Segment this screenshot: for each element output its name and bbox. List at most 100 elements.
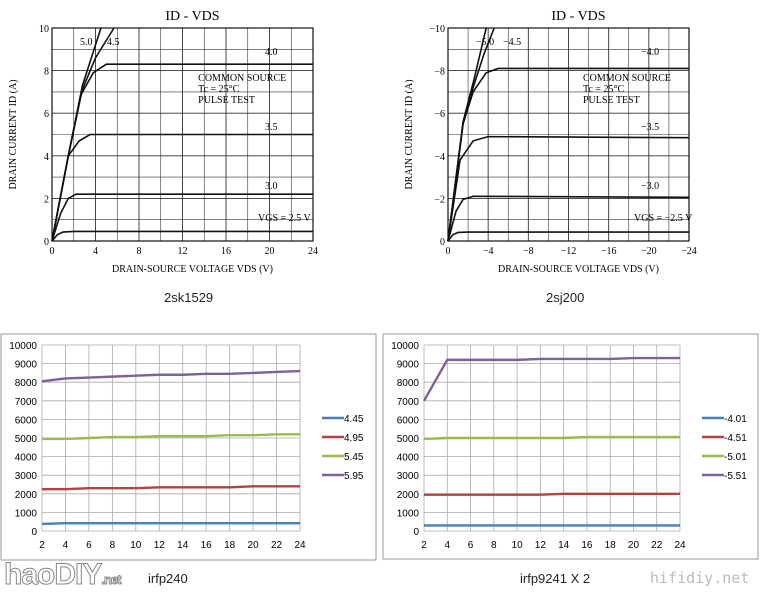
y-tick-label: 0 — [31, 527, 37, 538]
x-tick-label: 16 — [201, 540, 213, 551]
legend-label: 4.95 — [344, 433, 364, 444]
legend-label: -4.51 — [724, 433, 747, 444]
x-tick-label: 8 — [491, 540, 497, 551]
y-tick-label: 7000 — [397, 397, 420, 408]
y-tick-label: 7000 — [15, 397, 38, 408]
x-tick-label: 10 — [512, 540, 524, 551]
series-line-4.95 — [42, 485, 300, 491]
curve-label: 3.5 — [265, 122, 278, 133]
curve-label: 5.0 — [80, 37, 93, 48]
x-tick-label: 24 — [308, 246, 318, 257]
legend-label: -4.01 — [724, 414, 747, 425]
curve-label: VGS = 2.5 V — [258, 213, 311, 224]
curve-label: −4.5 — [503, 37, 521, 48]
caption-irfp9241: irfp9241 X 2 — [520, 571, 591, 586]
x-tick-label: 22 — [651, 540, 663, 551]
plot-frame — [447, 27, 690, 242]
caption-2sj200: 2sj200 — [546, 290, 585, 305]
y-tick-label: −10 — [429, 24, 445, 35]
curve-3.5 — [447, 135, 690, 242]
y-tick-label: 4000 — [397, 453, 420, 464]
x-tick-label: −12 — [561, 246, 577, 257]
x-tick-label: 0 — [446, 246, 451, 257]
y-tick-label: 6000 — [397, 415, 420, 426]
y-tick-label: −8 — [434, 67, 445, 78]
curve-label: −4.0 — [641, 47, 659, 58]
series-line-4.45 — [41, 521, 300, 526]
haodiy-logo: haoDIY.net — [3, 558, 121, 592]
y-tick-label: 6 — [44, 109, 49, 120]
series-line-5.95 — [41, 369, 301, 383]
annotation-text: Tc = 25°C — [198, 84, 239, 95]
curve-5.0 — [51, 27, 102, 242]
y-tick-label: 2000 — [15, 490, 38, 501]
x-tick-label: 16 — [581, 540, 593, 551]
x-tick-label: 14 — [558, 540, 570, 551]
x-tick-label: 4 — [93, 246, 98, 257]
y-tick-label: 1000 — [15, 508, 38, 519]
caption-irfp240: irfp240 — [148, 571, 188, 586]
x-tick-label: 20 — [265, 246, 275, 257]
curve-3.0 — [51, 193, 313, 242]
x-tick-label: 10 — [130, 540, 142, 551]
series-line--4.51 — [424, 492, 680, 496]
x-tick-label: 4 — [63, 540, 69, 551]
curve-label: −5.0 — [476, 37, 494, 48]
y-tick-label: 9000 — [397, 360, 420, 371]
x-tick-label: 12 — [178, 246, 188, 257]
legend-label: 4.45 — [344, 414, 364, 425]
x-tick-label: 8 — [110, 540, 116, 551]
curve-2.5 — [447, 231, 689, 242]
x-tick-label: 20 — [628, 540, 640, 551]
x-axis-label: DRAIN-SOURCE VOLTAGE VDS (V) — [112, 264, 273, 275]
x-tick-label: −4 — [483, 246, 494, 257]
annotation-text: PULSE TEST — [198, 95, 255, 106]
y-tick-label: 9000 — [15, 360, 38, 371]
y-tick-label: 5000 — [397, 434, 420, 445]
y-tick-label: −6 — [434, 109, 445, 120]
annotation-text: Tc = 25°C — [583, 84, 624, 95]
x-tick-label: 2 — [39, 540, 45, 551]
curve-label: VGS = −2.5 V — [634, 213, 693, 224]
x-tick-label: 4 — [444, 540, 450, 551]
chart-border — [382, 333, 759, 560]
annotation-text: COMMON SOURCE — [198, 73, 286, 84]
x-tick-label: 18 — [224, 540, 236, 551]
legend-label: -5.51 — [724, 471, 747, 482]
chart-border — [0, 333, 377, 561]
y-tick-label: 2 — [44, 194, 49, 205]
x-tick-label: −20 — [641, 246, 657, 257]
legend-label: 5.45 — [344, 452, 364, 463]
x-tick-label: 22 — [271, 540, 283, 551]
series-line-5.45 — [42, 433, 300, 441]
curve-label: 4.0 — [265, 47, 278, 58]
y-tick-label: 2000 — [397, 490, 420, 501]
annotation-text: PULSE TEST — [583, 95, 640, 106]
y-tick-label: 8000 — [397, 378, 420, 389]
x-tick-label: 12 — [535, 540, 547, 551]
series-line--5.51 — [422, 356, 680, 402]
x-tick-label: 20 — [248, 540, 260, 551]
curve-3.0 — [447, 195, 690, 242]
x-axis-label: DRAIN-SOURCE VOLTAGE VDS (V) — [498, 264, 659, 275]
annotation-text: COMMON SOURCE — [583, 73, 671, 84]
x-tick-label: 6 — [86, 540, 92, 551]
y-tick-label: 0 — [413, 527, 419, 538]
x-tick-label: 14 — [177, 540, 189, 551]
y-tick-label: 10 — [39, 24, 49, 35]
curve-2.5 — [51, 230, 313, 242]
y-tick-label: 6000 — [15, 415, 38, 426]
y-tick-label: 5000 — [15, 434, 38, 445]
x-tick-label: 18 — [605, 540, 617, 551]
y-axis-label: DRAIN CURRENT ID (A) — [8, 79, 19, 189]
y-tick-label: 10000 — [9, 341, 37, 352]
y-tick-label: 4 — [44, 152, 49, 163]
y-tick-label: 8 — [44, 67, 49, 78]
series-line--5.01 — [423, 435, 680, 441]
y-tick-label: 10000 — [391, 341, 419, 352]
x-tick-label: −8 — [523, 246, 534, 257]
chart-title: ID - VDS — [551, 9, 605, 24]
x-tick-label: 2 — [421, 540, 427, 551]
legend-label: -5.01 — [724, 452, 747, 463]
y-tick-label: 8000 — [15, 378, 38, 389]
